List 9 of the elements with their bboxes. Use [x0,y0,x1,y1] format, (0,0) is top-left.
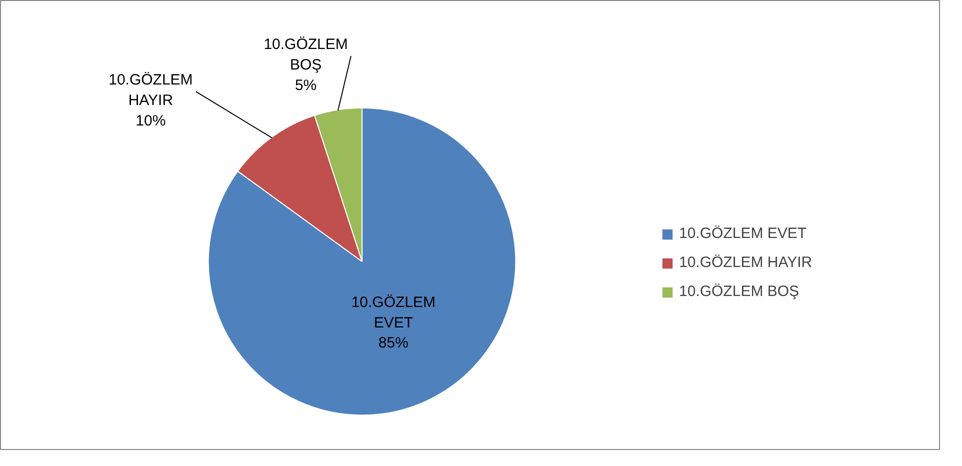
data-label: 5% [294,76,317,94]
legend-label: 10.GÖZLEM BOŞ [679,283,800,300]
slice-label: 10.GÖZLEM BOŞ [264,36,348,74]
data-label: 10% [136,112,166,130]
legend-label: 10.GÖZLEM EVET [679,225,807,242]
slice-label: 10.GÖZLEM EVET [351,294,436,332]
slice-label: 10.GÖZLEM HAYIR [108,72,193,110]
data-label: 85% [378,334,408,352]
legend-label: 10.GÖZLEM HAYIR [679,254,812,271]
